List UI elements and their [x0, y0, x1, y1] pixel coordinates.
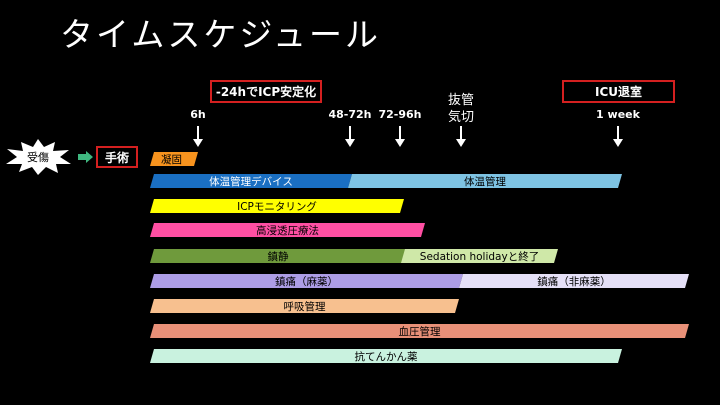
- bar-analgesia-opioid: 鎮痛（麻薬）: [150, 274, 463, 288]
- surgery-label: 手術: [96, 146, 138, 168]
- tick-label-72-96h: 72-96h: [378, 108, 422, 121]
- icu-discharge-callout: ICU退室: [562, 80, 675, 103]
- tick-arrow-72-96h-icon: [395, 126, 405, 147]
- tick-label-48-72h: 48-72h: [328, 108, 372, 121]
- bar-coagulation: 凝固: [150, 152, 198, 166]
- injury-burst-shape: [6, 139, 71, 175]
- tick-label-6h: 6h: [190, 108, 206, 121]
- bar-temperature-device: 体温管理デバイス: [150, 174, 352, 188]
- tick-label-extubation: 抜管 気切: [447, 93, 474, 125]
- bar-blood-pressure-management: 血圧管理: [150, 324, 689, 338]
- arrow-right-icon: [78, 151, 93, 163]
- tick-label-1week: 1 week: [596, 108, 640, 121]
- bar-hyperosmotic-therapy: 高浸透圧療法: [150, 223, 425, 237]
- injury-label: 受傷: [27, 151, 49, 164]
- tick-arrow-extubation-icon: [456, 126, 466, 147]
- bar-sedation-holiday: Sedation holidayと終了: [401, 249, 558, 263]
- bar-analgesia-non-opioid: 鎮痛（非麻薬）: [459, 274, 689, 288]
- bar-sedation: 鎮静: [150, 249, 406, 263]
- bar-antiepileptic: 抗てんかん薬: [150, 349, 622, 363]
- bar-respiratory-management: 呼吸管理: [150, 299, 459, 313]
- bar-temperature-management: 体温管理: [348, 174, 622, 188]
- tick-arrow-6h-icon: [193, 126, 203, 147]
- icp-stabilization-callout: -24hでICP安定化: [210, 80, 322, 103]
- tick-arrow-48-72h-icon: [345, 126, 355, 147]
- bar-icp-monitoring: ICPモニタリング: [150, 199, 404, 213]
- tick-arrow-1week-icon: [613, 126, 623, 147]
- page-title: タイムスケジュール: [60, 15, 382, 54]
